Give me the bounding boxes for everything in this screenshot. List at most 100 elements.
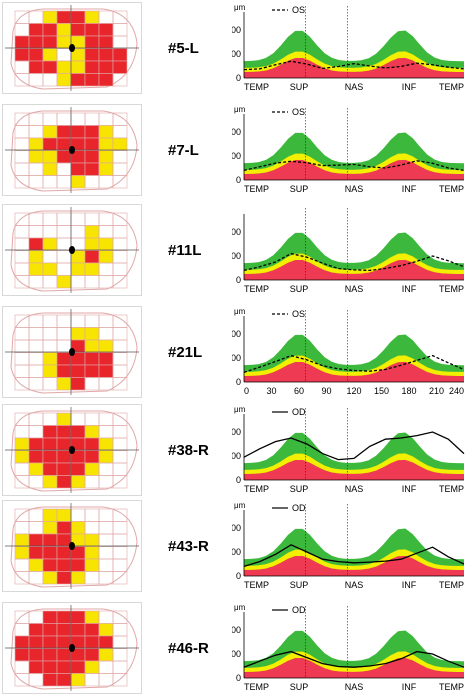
vf-cell <box>112 137 128 151</box>
y-tick-label: 100 <box>232 353 241 363</box>
visual-field-map <box>2 602 142 694</box>
blind-spot-marker <box>69 644 75 652</box>
x-tick-label: 240 <box>449 386 464 396</box>
y-tick-label: 100 <box>232 649 241 659</box>
y-tick-label: 200 <box>232 25 241 35</box>
abnormal-band <box>244 361 464 382</box>
vf-cell <box>70 23 86 37</box>
vf-cell <box>56 450 72 464</box>
y-tick-label: 100 <box>232 151 241 161</box>
x-tick-label: SUP <box>290 184 309 194</box>
x-tick-label: 210 <box>429 386 444 396</box>
vf-cell <box>28 237 44 251</box>
vf-cell <box>98 623 114 637</box>
unit-label: μm <box>234 3 246 12</box>
vf-cell <box>56 462 72 476</box>
vf-cell <box>98 237 114 251</box>
x-tick-label: TEMP <box>244 82 269 92</box>
vf-cell <box>70 660 86 674</box>
vf-cell <box>56 571 72 585</box>
legend-label: OD <box>292 503 306 513</box>
vf-cell <box>28 462 44 476</box>
x-tick-label: 150 <box>374 386 389 396</box>
measured-series-line <box>243 431 465 461</box>
measured-series-line <box>243 544 465 568</box>
vf-cell <box>84 425 100 439</box>
vf-cell <box>98 437 114 451</box>
vf-cell <box>84 35 100 49</box>
vf-cell <box>14 533 30 547</box>
vf-cell <box>84 23 100 37</box>
vf-cell <box>84 364 100 378</box>
vf-cell <box>14 437 30 451</box>
x-tick-label: TEMP <box>244 284 269 294</box>
vf-cell <box>56 377 72 391</box>
vf-cell <box>84 558 100 572</box>
y-tick-label: 100 <box>232 451 241 461</box>
vf-cell <box>84 137 100 151</box>
vf-cell <box>28 623 44 637</box>
abnormal-band <box>244 555 464 576</box>
vf-cell <box>70 610 86 624</box>
x-tick-label: SUP <box>290 82 309 92</box>
vf-cell <box>42 352 58 366</box>
vf-cell <box>56 137 72 151</box>
x-tick-label: NAS <box>345 184 364 194</box>
vf-cell <box>84 48 100 62</box>
vf-cell <box>70 521 86 535</box>
vf-cell <box>70 10 86 24</box>
vf-cell <box>28 558 44 572</box>
vf-cell <box>56 648 72 662</box>
vf-cell <box>42 673 58 687</box>
vf-cell <box>98 450 114 464</box>
vf-cell <box>98 73 114 87</box>
vf-cell <box>28 23 44 37</box>
case-label: #7-L <box>168 142 199 159</box>
x-tick-label: TEMP <box>439 82 464 92</box>
y-tick-label: 0 <box>236 571 241 581</box>
x-tick-label: TEMP <box>439 580 464 590</box>
legend-label: OD <box>292 605 306 615</box>
rnfl-thickness-plot: 200 100 0 μm OS TEMP SUP NAS INF TEMP <box>232 2 472 98</box>
vf-cell <box>28 450 44 464</box>
vf-cell <box>112 175 128 189</box>
unit-label: μm <box>234 603 246 612</box>
vf-cell <box>28 137 44 151</box>
blind-spot-marker <box>69 44 75 52</box>
vf-cell <box>28 437 44 451</box>
case-label: #43-R <box>168 538 209 555</box>
vf-cell <box>70 73 86 87</box>
y-tick-label: 0 <box>236 175 241 185</box>
vf-cell <box>84 150 100 164</box>
vf-cell <box>56 610 72 624</box>
case-label: #5-L <box>168 40 199 57</box>
vf-cell <box>112 275 128 289</box>
x-tick-label: 30 <box>266 386 276 396</box>
vf-cell <box>42 521 58 535</box>
vf-cell <box>42 425 58 439</box>
vf-cell <box>14 48 30 62</box>
x-tick-label: INF <box>402 184 417 194</box>
vf-cell <box>56 10 72 24</box>
vf-cell <box>28 35 44 49</box>
measured-series-line <box>243 354 465 374</box>
vf-cell <box>112 673 128 687</box>
vf-cell <box>84 262 100 276</box>
x-tick-label: TEMP <box>439 184 464 194</box>
vf-cell <box>56 508 72 522</box>
x-tick-label: INF <box>402 682 417 692</box>
blind-spot-marker <box>69 446 75 454</box>
x-tick-label: TEMP <box>244 484 269 494</box>
vf-cell <box>84 623 100 637</box>
x-tick-label: INF <box>402 580 417 590</box>
vf-cell <box>42 475 58 489</box>
x-tick-label: NAS <box>345 484 364 494</box>
vf-cell <box>42 48 58 62</box>
x-tick-label: INF <box>402 284 417 294</box>
visual-field-map <box>2 104 142 196</box>
rnfl-thickness-plot: 200 100 0 μm OS TEMP SUP NAS INF TEMP <box>232 104 472 200</box>
unit-label: μm <box>234 405 246 414</box>
unit-label: μm <box>234 105 246 114</box>
vf-cell <box>98 648 114 662</box>
vf-cell <box>112 475 128 489</box>
